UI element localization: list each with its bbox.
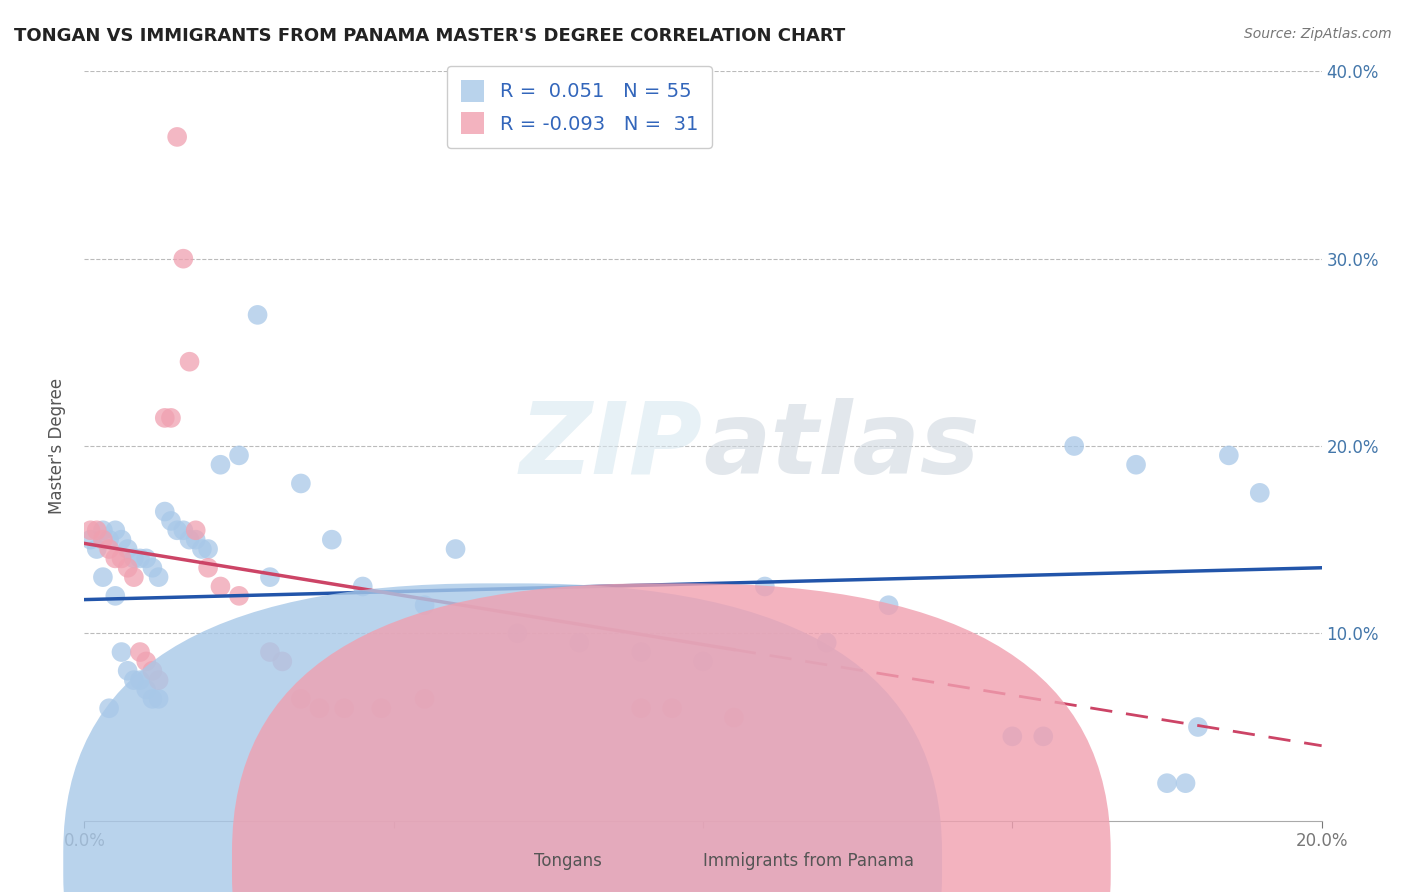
Point [259, 570, 281, 584]
Point [1156, 776, 1178, 790]
Point [184, 533, 207, 547]
Point [91, 570, 114, 584]
Point [153, 411, 176, 425]
Point [209, 580, 232, 594]
Point [754, 580, 776, 594]
Point [110, 645, 132, 659]
Point [148, 692, 170, 706]
Point [413, 692, 436, 706]
Point [86, 524, 108, 538]
Point [506, 626, 529, 640]
Point [877, 599, 900, 613]
Point [122, 551, 145, 566]
Point [91, 524, 114, 538]
Point [444, 542, 467, 557]
Y-axis label: Master's Degree: Master's Degree [48, 378, 66, 514]
Point [122, 570, 145, 584]
Point [91, 533, 114, 547]
Point [1187, 720, 1209, 734]
Point [370, 701, 392, 715]
Point [141, 664, 163, 678]
Text: Tongans: Tongans [534, 852, 602, 870]
Point [352, 580, 374, 594]
Legend: R =  0.051   N = 55, R = -0.093   N =  31: R = 0.051 N = 55, R = -0.093 N = 31 [447, 66, 711, 148]
Point [308, 701, 330, 715]
Point [117, 542, 139, 557]
Text: TONGAN VS IMMIGRANTS FROM PANAMA MASTER'S DEGREE CORRELATION CHART: TONGAN VS IMMIGRANTS FROM PANAMA MASTER'… [14, 27, 845, 45]
Point [1249, 486, 1271, 500]
Point [568, 635, 591, 649]
Point [148, 673, 170, 688]
Point [117, 561, 139, 575]
Point [148, 570, 170, 584]
Point [1174, 776, 1197, 790]
Point [141, 561, 163, 575]
Point [271, 655, 294, 669]
Point [259, 645, 281, 659]
Text: ZIP: ZIP [520, 398, 703, 494]
Point [413, 599, 436, 613]
Point [129, 673, 152, 688]
Point [104, 524, 127, 538]
Point [290, 692, 312, 706]
Point [104, 589, 127, 603]
Point [98, 533, 121, 547]
Point [661, 701, 683, 715]
Point [129, 551, 152, 566]
Point [166, 130, 188, 145]
FancyBboxPatch shape [232, 583, 1111, 892]
Point [184, 524, 207, 538]
Point [79, 533, 101, 547]
Point [122, 673, 145, 688]
Point [110, 533, 132, 547]
Point [228, 449, 250, 463]
Point [160, 514, 183, 528]
Point [172, 252, 194, 266]
Point [179, 533, 201, 547]
Point [135, 551, 157, 566]
Point [135, 682, 157, 697]
Point [723, 710, 745, 724]
Text: atlas: atlas [703, 398, 980, 494]
Point [172, 524, 194, 538]
Point [246, 308, 269, 322]
Point [110, 551, 132, 566]
Point [209, 458, 232, 472]
Point [197, 542, 219, 557]
Point [197, 561, 219, 575]
Point [160, 411, 183, 425]
Text: Immigrants from Panama: Immigrants from Panama [703, 852, 914, 870]
Point [179, 355, 201, 369]
Point [228, 589, 250, 603]
Point [141, 692, 163, 706]
Point [129, 645, 152, 659]
Text: Source: ZipAtlas.com: Source: ZipAtlas.com [1244, 27, 1392, 41]
Point [86, 542, 108, 557]
Point [1063, 439, 1085, 453]
Point [166, 524, 188, 538]
Point [98, 701, 121, 715]
FancyBboxPatch shape [63, 583, 942, 892]
Point [290, 476, 312, 491]
Point [1125, 458, 1147, 472]
Point [117, 664, 139, 678]
Point [98, 542, 121, 557]
Point [135, 655, 157, 669]
Point [630, 701, 652, 715]
Point [321, 533, 343, 547]
Point [692, 655, 714, 669]
Point [1001, 730, 1024, 744]
Point [191, 542, 214, 557]
Point [1032, 730, 1054, 744]
Point [153, 505, 176, 519]
Point [333, 701, 356, 715]
Point [1218, 449, 1240, 463]
Point [815, 635, 838, 649]
Point [104, 551, 127, 566]
Point [79, 524, 101, 538]
Point [630, 645, 652, 659]
